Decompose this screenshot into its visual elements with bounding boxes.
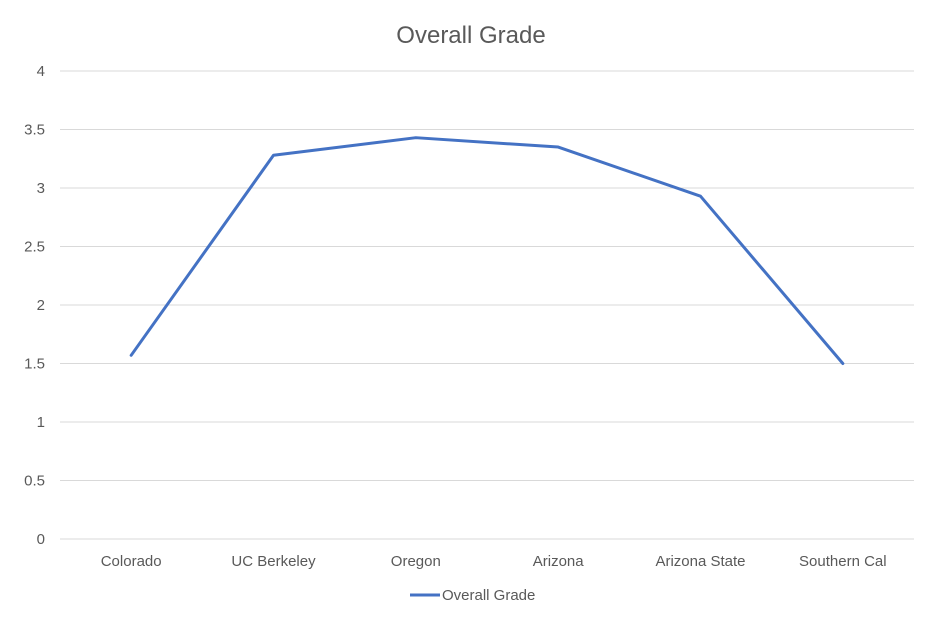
legend-label: Overall Grade [442,587,535,604]
legend: Overall Grade [410,587,535,604]
x-tick-label: Arizona [533,553,585,570]
x-tick-label: Colorado [101,553,162,570]
y-tick-label: 2.5 [24,239,45,256]
y-axis-ticks: 0 0.5 1 1.5 2 2.5 3 3.5 4 [24,63,45,548]
x-axis-ticks: Colorado UC Berkeley Oregon Arizona Arizona … [101,553,887,570]
x-tick-label: Southern Cal [799,553,887,570]
series-layer [129,136,845,365]
y-tick-label: 1 [37,414,45,431]
y-tick-label: 0 [37,531,45,548]
y-tick-label: 3 [37,180,45,197]
y-tick-label: 4 [37,63,45,80]
y-tick-label: 3.5 [24,122,45,139]
x-tick-label: Arizona State [655,553,745,570]
x-tick-label: Oregon [391,553,441,570]
series-line-0 [129,136,845,365]
chart-title: Overall Grade [396,22,545,49]
y-tick-label: 0.5 [24,473,45,490]
y-tick-label: 2 [37,297,45,314]
gridlines [60,70,914,540]
x-tick-label: UC Berkeley [231,553,316,570]
y-tick-label: 1.5 [24,356,45,373]
